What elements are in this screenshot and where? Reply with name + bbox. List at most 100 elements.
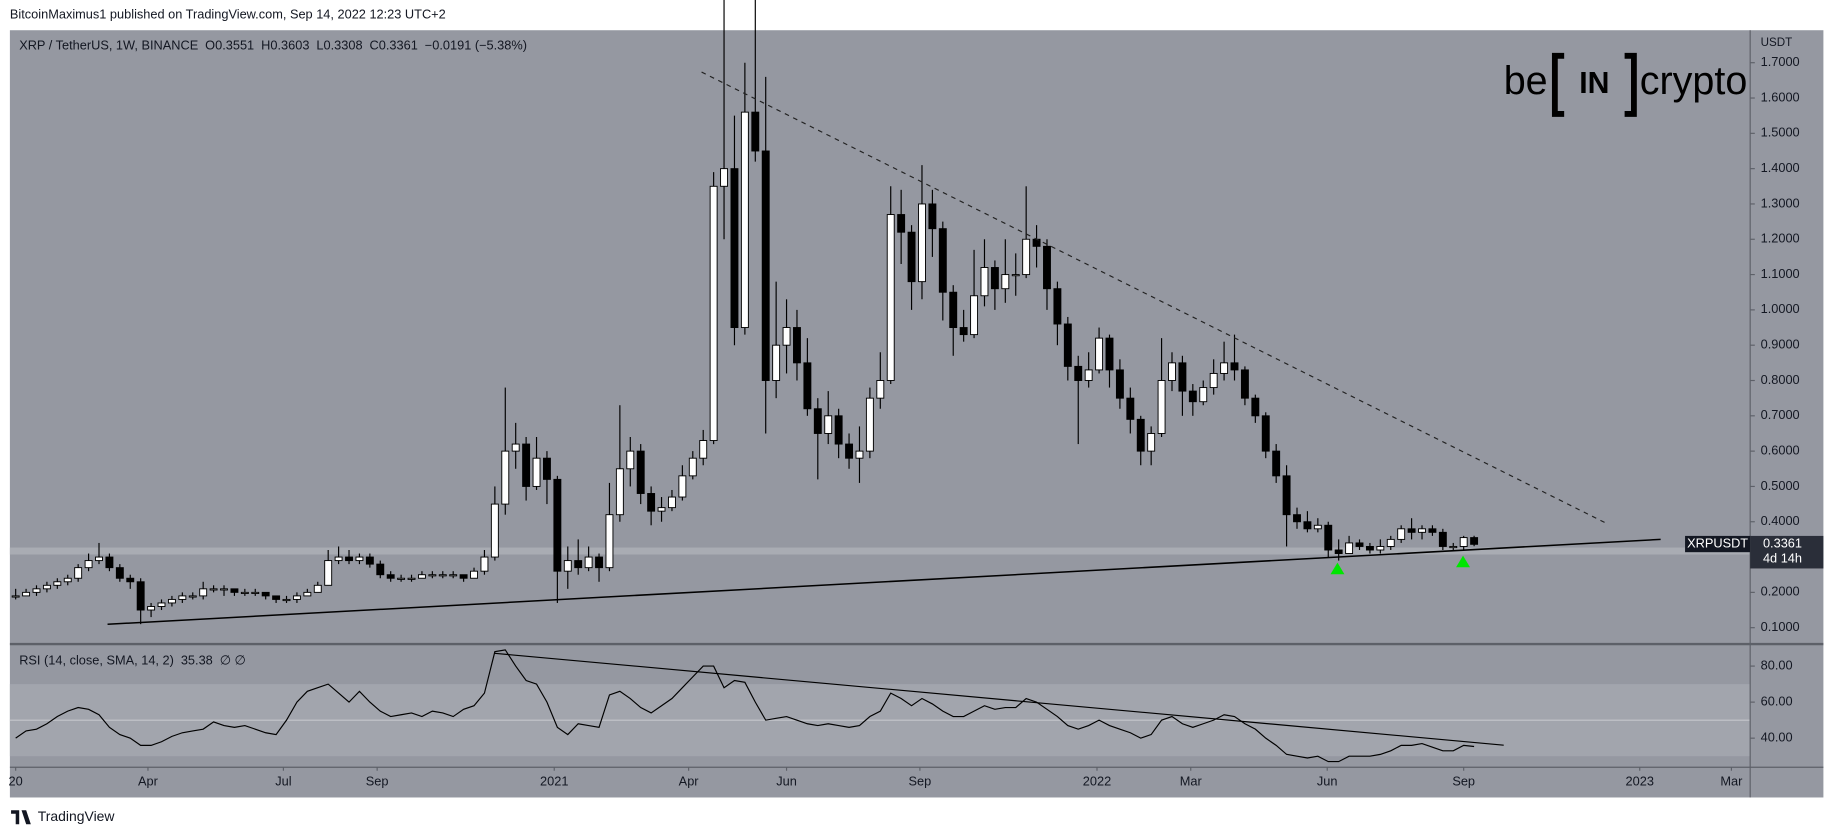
y-tick-label: 0.1000 [1761,619,1800,634]
x-tick-label: Sep [1452,774,1475,789]
candle-body [845,443,854,459]
candle-body [626,450,635,470]
candle-body [292,595,301,600]
candle-body [1032,238,1041,247]
candle-body [397,577,406,580]
x-tick-label: 2021 [540,774,568,789]
candle-body [407,577,416,580]
candle-body [1345,542,1354,554]
candle-body [1220,362,1229,374]
logo: be IN crypto [1504,52,1748,117]
candle-body [220,588,228,591]
candle-body [261,591,270,597]
candle-body [147,606,156,611]
descending-resistance [701,71,1609,525]
candle-body [876,380,885,399]
candle-body [1397,528,1406,540]
candle-body [355,556,364,562]
x-tick-label: Sep [366,774,389,789]
candle-body [126,577,135,583]
candle-body [480,556,489,572]
candle-body [449,574,458,577]
rsi-tick-label: 40.00 [1761,730,1793,745]
candle-body [1136,418,1145,452]
candle-body [1438,531,1447,547]
candle-body [386,574,395,579]
candle-body [699,440,708,459]
green-arrow [1330,562,1345,575]
candle-body [605,514,614,569]
candle-body [532,457,541,487]
candle-body [949,291,958,329]
candle-body [53,581,62,586]
candle-body [772,344,781,381]
candle-body [595,556,603,569]
rsi-title: RSI (14, close, SMA, 14, 2) [19,653,174,668]
chart-area [9,30,1824,798]
candle-body [938,228,947,293]
candle-body [990,267,999,290]
x-tick-label: Sep [909,774,932,789]
candle-body [668,496,676,509]
x-tick-label: Apr [679,774,700,789]
candle-body [678,475,687,498]
y-tick-label: 1.6000 [1761,89,1800,104]
ohlc-label: H [261,38,270,53]
rsi-value: 35.38 [181,653,213,668]
candle-body [1074,365,1083,381]
candle-body [740,111,749,329]
candle-body [470,570,478,579]
candle-body [1272,450,1281,477]
x-tick-label: Jun [1317,774,1338,789]
rsi-tick-label: 80.00 [1761,657,1793,672]
candle-body [1199,387,1208,403]
candle-body [490,503,499,558]
candle-body [813,408,822,434]
candle-body [761,150,770,381]
ohlc-value: 0.3551 [215,38,254,53]
candle-body [886,214,895,381]
candle-body [1209,372,1218,389]
candle-body [345,556,353,562]
candle-body [1043,245,1051,290]
candle-body [230,588,239,593]
rsi-line [15,649,1475,763]
candle-body [615,468,624,516]
candle-body [563,560,572,572]
candle-body [1230,362,1239,371]
candle-body [1459,537,1468,547]
candle-body [542,457,551,480]
candle-body [1376,545,1385,551]
candle-body [11,595,20,598]
candle-body [1084,369,1093,381]
y-tick-label: 1.0000 [1761,301,1800,316]
rsi-tick-label: 60.00 [1761,693,1793,708]
candle-body [376,563,385,576]
candle-body [1115,369,1124,399]
candle-body [167,598,176,604]
candle-body [1157,380,1166,434]
rsi-legend: RSI (14, close, SMA, 14, 2) 35.38 ∅ ∅ [19,653,245,668]
candle-body [553,478,562,572]
x-tick-label: Mar [1180,774,1203,789]
rsi-extra: ∅ ∅ [220,653,246,668]
candle-body [188,595,197,598]
candle-body [324,560,333,586]
candle-body [63,577,72,583]
candle-body [199,588,208,597]
candle-body [907,231,916,283]
logo-text: crypto [1640,59,1748,103]
tv-icon [11,810,31,825]
candle-body [1261,415,1270,452]
candle-body [751,111,760,152]
candle-body [1095,337,1104,371]
symbol: XRP / TetherUS, 1W, BINANCE [19,38,198,53]
candle-body [803,362,812,410]
candle-body [709,185,718,441]
candle-body [1313,524,1322,530]
y-tick-label: 1.5000 [1761,125,1800,140]
candle-body [1188,390,1197,403]
candle-body [1178,362,1187,392]
x-tick-label: Jun [776,774,797,789]
